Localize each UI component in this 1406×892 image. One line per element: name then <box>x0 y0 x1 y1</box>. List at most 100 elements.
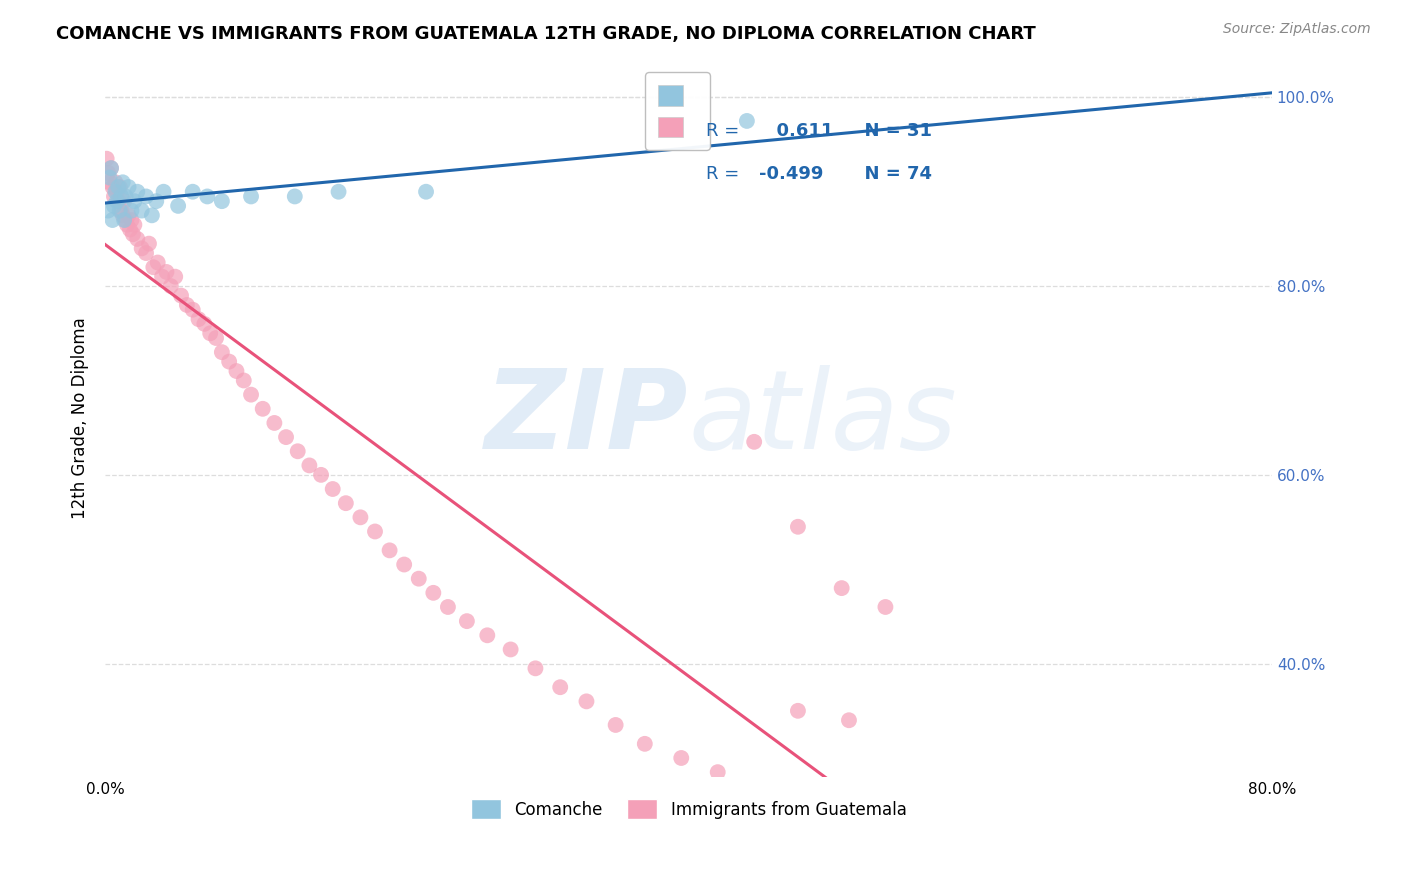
Point <box>141 208 163 222</box>
Point <box>240 189 263 203</box>
Point <box>181 302 204 317</box>
Point <box>104 185 127 199</box>
Point <box>146 255 169 269</box>
Point <box>787 704 810 718</box>
Point <box>364 524 387 539</box>
Point <box>107 180 129 194</box>
Text: COMANCHE VS IMMIGRANTS FROM GUATEMALA 12TH GRADE, NO DIPLOMA CORRELATION CHART: COMANCHE VS IMMIGRANTS FROM GUATEMALA 12… <box>56 25 1036 43</box>
Point <box>101 180 124 194</box>
Point <box>103 199 125 213</box>
Point <box>218 354 240 368</box>
Point <box>108 180 131 194</box>
Point <box>165 269 187 284</box>
Point <box>671 751 693 765</box>
Point <box>105 194 128 209</box>
Point <box>298 458 321 473</box>
Point <box>415 185 437 199</box>
Text: 0.611: 0.611 <box>765 122 834 140</box>
Point <box>103 189 125 203</box>
Point <box>127 232 149 246</box>
Point <box>477 628 499 642</box>
Point <box>152 185 174 199</box>
Point <box>274 430 297 444</box>
Point <box>225 364 247 378</box>
Point <box>742 434 765 449</box>
Point <box>97 166 120 180</box>
Point <box>105 185 128 199</box>
Point <box>252 401 274 416</box>
Point <box>115 218 138 232</box>
Point <box>121 203 143 218</box>
Point <box>322 482 344 496</box>
Point <box>114 213 136 227</box>
Point <box>181 185 204 199</box>
Point <box>263 416 285 430</box>
Point <box>349 510 371 524</box>
Y-axis label: 12th Grade, No Diploma: 12th Grade, No Diploma <box>72 318 89 519</box>
Point <box>831 581 853 595</box>
Point <box>193 317 215 331</box>
Point <box>437 599 460 614</box>
Point <box>107 194 129 209</box>
Point <box>135 189 157 203</box>
Point <box>211 345 233 359</box>
Point <box>524 661 547 675</box>
Point <box>98 175 121 189</box>
Point <box>735 114 758 128</box>
Point <box>131 241 153 255</box>
Point <box>176 298 198 312</box>
Point <box>150 269 173 284</box>
Legend: Comanche, Immigrants from Guatemala: Comanche, Immigrants from Guatemala <box>464 792 912 826</box>
Point <box>121 213 143 227</box>
Point <box>634 737 657 751</box>
Point <box>706 765 728 780</box>
Point <box>155 265 177 279</box>
Point <box>118 222 141 236</box>
Point <box>104 175 127 189</box>
Point <box>456 614 478 628</box>
Point <box>205 331 228 345</box>
Point <box>167 199 190 213</box>
Point <box>284 189 307 203</box>
Point <box>108 203 131 218</box>
Point <box>100 161 122 175</box>
Point <box>145 194 167 209</box>
Point <box>408 572 430 586</box>
Point <box>131 203 153 218</box>
Point <box>112 213 135 227</box>
Point <box>187 312 209 326</box>
Point <box>232 374 254 388</box>
Point <box>98 170 121 185</box>
Text: -0.499: -0.499 <box>759 165 823 183</box>
Point <box>124 194 146 209</box>
Point <box>117 180 139 194</box>
Point <box>422 586 444 600</box>
Text: Source: ZipAtlas.com: Source: ZipAtlas.com <box>1223 22 1371 37</box>
Point <box>96 152 118 166</box>
Point <box>335 496 357 510</box>
Text: N = 31: N = 31 <box>852 122 932 140</box>
Point <box>117 208 139 222</box>
Point <box>211 194 233 209</box>
Text: R =: R = <box>706 122 740 140</box>
Point <box>605 718 627 732</box>
Text: N = 74: N = 74 <box>852 165 932 183</box>
Point <box>195 189 218 203</box>
Point <box>122 227 145 242</box>
Point <box>97 203 120 218</box>
Point <box>170 288 193 302</box>
Point <box>114 189 136 203</box>
Text: R =: R = <box>706 165 740 183</box>
Point <box>135 246 157 260</box>
Point <box>378 543 401 558</box>
Point <box>200 326 222 341</box>
Point <box>142 260 165 275</box>
Point <box>124 218 146 232</box>
Point <box>101 213 124 227</box>
Point <box>787 520 810 534</box>
Point <box>110 189 132 203</box>
Point <box>138 236 160 251</box>
Text: ZIP: ZIP <box>485 365 689 472</box>
Point <box>328 185 350 199</box>
Point <box>111 175 134 189</box>
